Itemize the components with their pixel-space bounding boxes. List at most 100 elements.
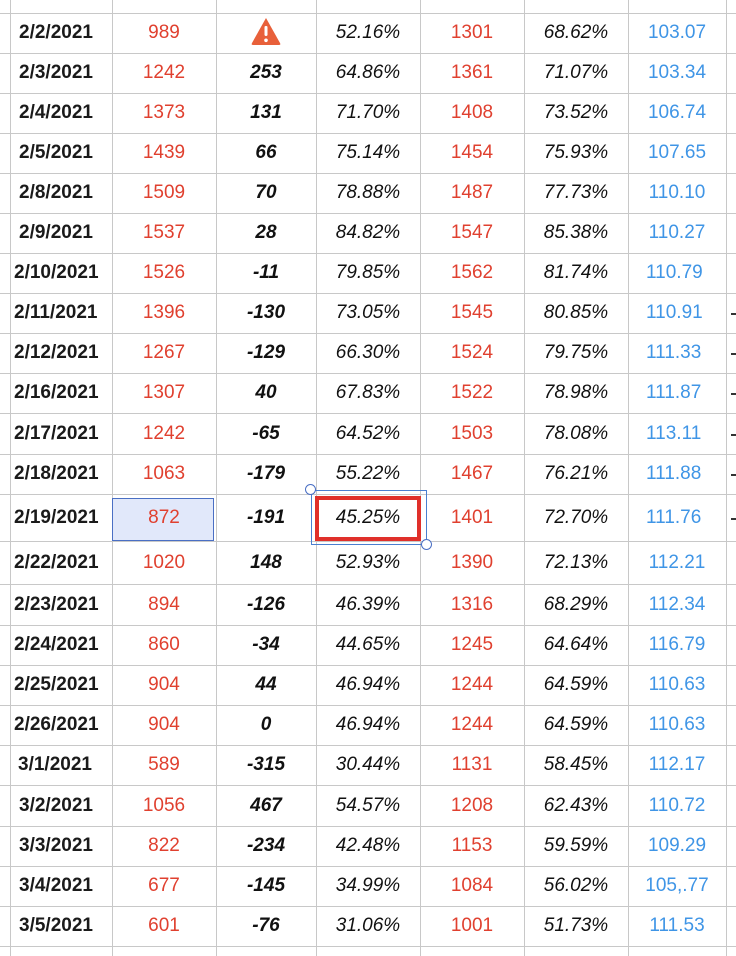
cell-chg[interactable]: -65 [252,422,280,444]
cell-date[interactable]: 2/10/2021 [14,262,99,283]
cell-v1[interactable]: 872 [148,506,180,528]
cell-v1[interactable]: 1267 [142,342,186,363]
cell-pct1[interactable]: 73.05% [335,302,401,323]
cell-v3[interactable]: 111.76 [646,506,702,528]
cell-chg[interactable]: -126 [246,593,286,615]
cell-v2[interactable]: 1487 [450,182,494,203]
cell-v1[interactable]: 1439 [142,142,186,163]
cell-chg[interactable]: -179 [246,463,286,484]
cell-pct2[interactable]: 78.08% [543,422,609,444]
cell-pct2[interactable]: 64.64% [543,634,609,655]
cell-date[interactable]: 2/8/2021 [19,182,93,203]
cell-v3[interactable]: 110.72 [648,794,706,816]
cell-v1[interactable]: 1056 [142,794,186,816]
cell-v3[interactable]: 111.33 [646,342,702,363]
cell-v1[interactable]: 1396 [142,302,186,323]
cell-pct1[interactable]: 55.22% [335,463,401,484]
cell-pct2[interactable]: 79.75% [543,342,609,363]
cell-v3[interactable]: 111.53 [649,915,705,936]
cell-v3[interactable]: 103.07 [647,22,707,43]
cell-v2[interactable]: 1454 [450,142,494,163]
cell-pct1[interactable]: 79.85% [335,262,401,283]
cell-chg[interactable]: -145 [246,875,286,896]
cell-pct1[interactable]: 46.94% [335,674,401,695]
cell-pct1[interactable]: 31.06% [335,915,401,936]
cell-v3[interactable]: 106.74 [647,102,707,123]
cell-chg[interactable]: 70 [255,182,277,203]
cell-v2[interactable]: 1401 [450,506,494,528]
cell-v2[interactable]: 1390 [450,551,494,573]
cell-v2[interactable]: 1301 [450,22,494,43]
cell-date[interactable]: 3/4/2021 [19,875,93,896]
cell-chg[interactable]: 467 [250,794,282,816]
selection-start-handle[interactable] [305,484,316,495]
cell-v3[interactable]: 110.63 [648,714,706,735]
cell-chg[interactable]: -34 [252,634,280,655]
cell-v3[interactable]: 112.17 [648,754,706,775]
cell-pct1[interactable]: 46.94% [335,714,401,735]
cell-date[interactable]: 2/11/2021 [14,302,98,323]
cell-v2[interactable]: 1503 [450,422,494,444]
selection-end-handle[interactable] [421,539,432,550]
cell-pct2[interactable]: 68.29% [543,593,609,615]
cell-v2[interactable]: 1524 [450,342,494,363]
cell-chg[interactable]: 131 [250,102,282,123]
cell-v1[interactable]: 1242 [142,62,186,83]
cell-v2[interactable]: 1361 [450,62,494,83]
cell-date[interactable]: 2/9/2021 [19,222,93,243]
cell-pct2[interactable]: 85.38% [543,222,609,243]
cell-v1[interactable]: 989 [148,22,180,43]
cell-v2[interactable]: 1562 [450,262,494,283]
cell-pct2[interactable]: 72.13% [543,551,609,573]
cell-v2[interactable]: 1522 [450,382,494,403]
cell-pct1[interactable]: 52.16% [335,22,401,43]
cell-chg[interactable]: 0 [260,714,272,735]
selected-cell-highlight[interactable] [112,498,214,541]
cell-chg[interactable]: -11 [252,262,280,283]
cell-pct1[interactable]: 44.65% [335,634,401,655]
cell-chg[interactable]: -129 [246,342,286,363]
cell-chg[interactable]: 253 [250,62,282,83]
cell-date[interactable]: 2/16/2021 [14,382,99,403]
cell-pct2[interactable]: 64.59% [543,714,609,735]
cell-pct1[interactable]: 52.93% [335,551,401,573]
cell-v2[interactable]: 1245 [450,634,494,655]
cell-date[interactable]: 3/5/2021 [19,915,93,936]
cell-v1[interactable]: 894 [148,593,180,615]
cell-date[interactable]: 2/26/2021 [14,714,99,735]
cell-v2[interactable]: 1316 [450,593,494,615]
cell-v1[interactable]: 1063 [142,463,186,484]
cell-pct2[interactable]: 81.74% [543,262,609,283]
cell-chg[interactable]: 66 [255,142,277,163]
cell-v3[interactable]: 111.87 [646,382,702,403]
cell-pct2[interactable]: 58.45% [543,754,609,775]
cell-pct2[interactable]: 56.02% [543,875,609,896]
cell-v3[interactable]: 110.10 [648,182,706,203]
cell-pct1[interactable]: 75.14% [335,142,401,163]
cell-date[interactable]: 3/3/2021 [19,835,93,856]
cell-v1[interactable]: 822 [148,835,180,856]
cell-v1[interactable]: 1242 [142,422,186,444]
cell-date[interactable]: 2/17/2021 [14,422,99,444]
cell-v2[interactable]: 1153 [451,835,493,856]
cell-date[interactable]: 2/12/2021 [14,342,99,363]
cell-chg[interactable]: -76 [252,915,280,936]
cell-v3[interactable]: 110.91 [646,302,703,323]
cell-pct1[interactable]: 64.86% [335,62,401,83]
cell-pct1[interactable]: 30.44% [335,754,401,775]
cell-v1[interactable]: 904 [148,674,180,695]
cell-v1[interactable]: 601 [148,915,180,936]
cell-date[interactable]: 2/2/2021 [19,22,93,43]
cell-pct2[interactable]: 78.98% [543,382,609,403]
cell-v2[interactable]: 1001 [450,915,494,936]
cell-pct1[interactable]: 34.99% [335,875,401,896]
cell-v1[interactable]: 860 [148,634,180,655]
cell-pct2[interactable]: 64.59% [543,674,609,695]
cell-pct1[interactable]: 46.39% [335,593,401,615]
cell-date[interactable]: 2/4/2021 [19,102,93,123]
cell-v1[interactable]: 1526 [142,262,186,283]
cell-chg[interactable]: -130 [246,302,286,323]
cell-v3[interactable]: 107.65 [647,142,707,163]
cell-v2[interactable]: 1084 [450,875,494,896]
cell-date[interactable]: 2/18/2021 [14,463,99,484]
